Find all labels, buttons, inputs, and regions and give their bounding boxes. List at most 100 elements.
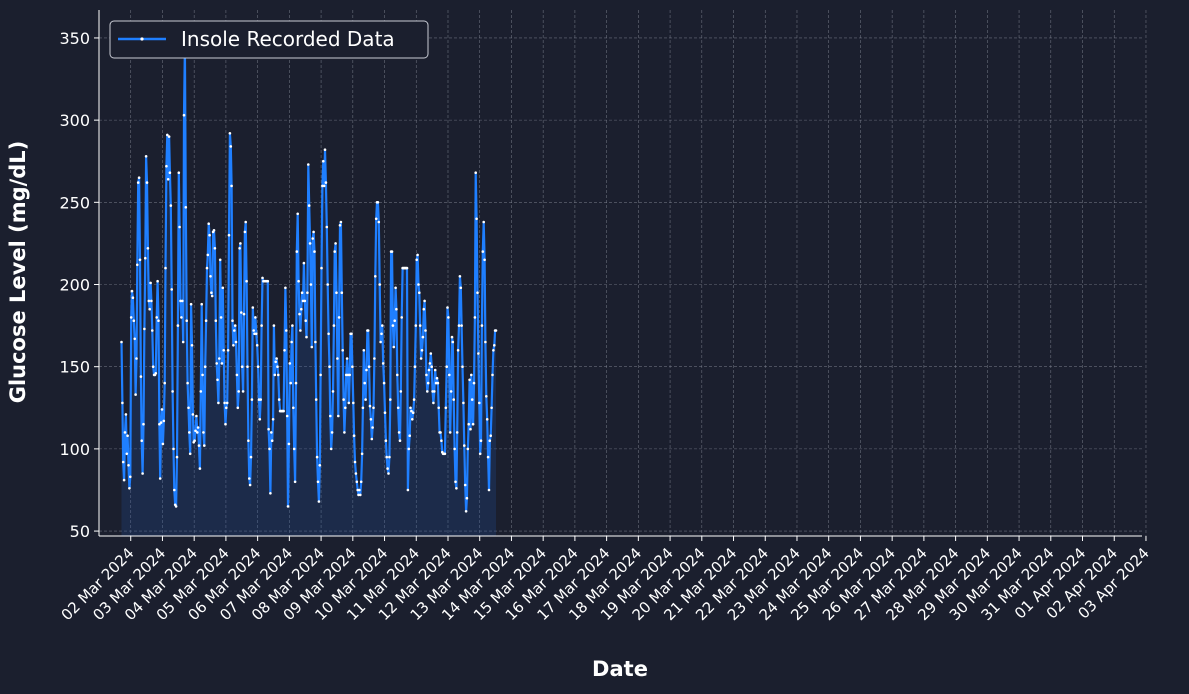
data-point	[136, 181, 140, 184]
data-point	[332, 324, 336, 327]
y-tick-label: 300	[59, 111, 90, 130]
data-point	[330, 431, 334, 434]
data-point	[166, 178, 170, 181]
data-point	[313, 250, 316, 253]
data-point	[488, 439, 492, 443]
data-point	[383, 411, 387, 415]
data-point	[137, 176, 141, 179]
data-point	[277, 373, 280, 377]
data-point	[180, 316, 183, 319]
data-point	[365, 368, 368, 372]
series-area-fill	[121, 46, 496, 536]
data-point	[268, 447, 271, 451]
data-point	[231, 319, 234, 323]
data-point	[321, 184, 324, 188]
data-point	[214, 319, 218, 323]
data-point	[220, 362, 224, 365]
data-point	[206, 253, 210, 257]
data-point	[384, 439, 388, 443]
data-point	[467, 422, 471, 426]
data-point	[325, 225, 329, 229]
data-point	[197, 444, 201, 447]
axes	[94, 10, 1147, 541]
data-point	[290, 340, 293, 344]
data-point	[329, 447, 333, 451]
data-point	[218, 258, 222, 262]
data-point	[448, 431, 452, 434]
data-point	[340, 291, 344, 295]
data-point	[169, 204, 173, 207]
data-point	[168, 171, 172, 174]
data-point	[235, 373, 239, 377]
data-point	[144, 155, 148, 158]
data-point	[396, 406, 400, 410]
data-point	[303, 299, 307, 303]
data-point	[468, 378, 471, 382]
data-point	[458, 275, 462, 278]
data-point	[250, 398, 254, 401]
data-point	[258, 418, 262, 421]
data-point	[300, 291, 304, 295]
data-point	[367, 365, 371, 369]
data-point	[130, 289, 134, 293]
data-point	[269, 492, 272, 495]
data-point	[372, 406, 375, 410]
data-point	[128, 487, 131, 490]
data-point	[471, 422, 475, 426]
data-point	[158, 477, 162, 480]
data-point	[327, 332, 330, 336]
data-point	[274, 360, 278, 364]
data-point	[474, 171, 478, 174]
data-point	[270, 439, 274, 443]
data-point	[414, 324, 418, 327]
data-point	[417, 283, 420, 286]
data-point	[363, 381, 367, 385]
data-point	[463, 483, 467, 487]
data-point	[447, 316, 450, 319]
data-point	[292, 406, 295, 410]
data-point	[187, 406, 190, 410]
data-point	[213, 247, 217, 250]
data-point	[457, 324, 461, 327]
data-point	[409, 406, 412, 410]
data-point	[200, 302, 203, 306]
data-point	[246, 365, 249, 369]
data-point	[479, 439, 483, 443]
data-point	[379, 340, 382, 344]
data-point	[425, 373, 428, 377]
data-point	[406, 488, 410, 492]
data-point	[437, 406, 441, 410]
data-point	[343, 431, 346, 434]
data-point	[275, 357, 278, 360]
data-point	[388, 455, 391, 459]
y-tick-label: 200	[59, 276, 90, 295]
data-point	[489, 434, 493, 438]
data-point	[182, 113, 186, 117]
data-point	[244, 220, 247, 224]
data-point	[412, 398, 416, 401]
data-point	[444, 406, 448, 410]
area-fill-layer	[121, 46, 496, 536]
data-point	[459, 286, 463, 290]
data-point	[272, 324, 276, 327]
data-point	[155, 316, 158, 319]
data-point	[411, 418, 414, 421]
data-point	[188, 452, 192, 456]
data-point	[322, 159, 325, 163]
data-point	[196, 431, 199, 434]
data-point	[392, 345, 396, 349]
data-point	[252, 329, 255, 332]
data-point	[217, 401, 220, 405]
data-point	[277, 398, 281, 401]
data-point	[177, 171, 181, 174]
data-point	[432, 401, 435, 405]
data-point	[178, 225, 181, 229]
data-point	[228, 132, 232, 135]
data-point	[386, 467, 389, 470]
data-point	[452, 398, 456, 401]
data-point	[487, 488, 491, 492]
data-point	[426, 390, 429, 393]
data-point	[164, 266, 167, 270]
